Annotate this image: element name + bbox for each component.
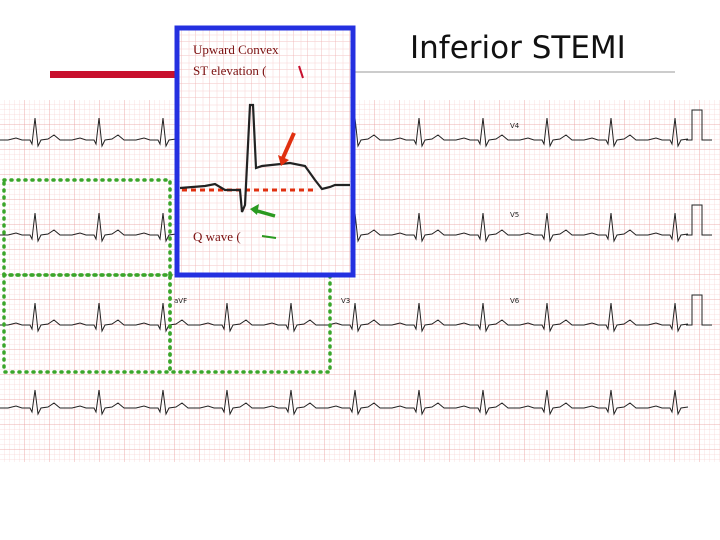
lead-label: V3: [341, 297, 350, 305]
lead-label: V6: [510, 297, 520, 305]
annotation: Q wave (: [193, 229, 241, 244]
inset-frame: [174, 25, 356, 278]
ecg-grid: [0, 100, 720, 462]
legend-arrow: [298, 65, 304, 79]
calibration-pulse: [686, 109, 712, 141]
title-bar: [50, 71, 180, 78]
q-arrow-head: [250, 204, 259, 215]
st-arrow: [280, 132, 296, 161]
legend-arrow: [261, 235, 277, 239]
highlight-boxes: [2, 178, 332, 374]
calibration-pulse: [686, 204, 712, 236]
inset-ecg: [179, 103, 350, 213]
lead-label: aVF: [174, 297, 187, 305]
title: Inferior STEMI: [410, 30, 626, 66]
calibration-pulse: [686, 294, 712, 326]
ecg-trace: [0, 302, 689, 333]
st-arrow-head: [278, 155, 289, 166]
ecg-trace: [0, 389, 689, 416]
lead-label: V4: [510, 122, 520, 130]
annotation: Upward Convex: [193, 42, 279, 57]
inset-grid: [177, 28, 353, 275]
annotation: ST elevation (: [193, 63, 266, 78]
lead-label: V5: [510, 211, 519, 219]
